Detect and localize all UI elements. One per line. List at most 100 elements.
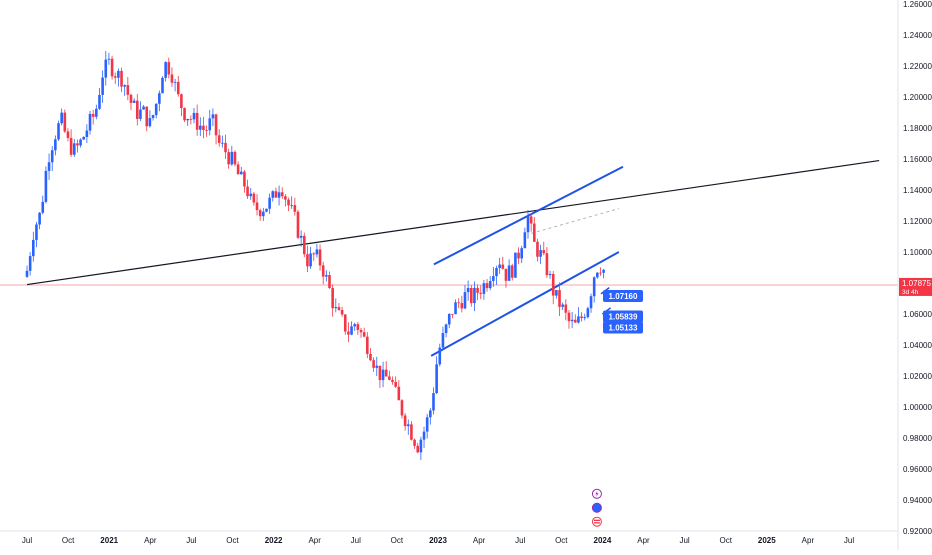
candle-body bbox=[98, 94, 101, 109]
candle bbox=[265, 208, 268, 213]
candle bbox=[592, 276, 596, 303]
y-tick-label: 1.22000 bbox=[903, 62, 932, 71]
candle bbox=[504, 268, 508, 288]
candle bbox=[555, 290, 558, 299]
candle bbox=[154, 103, 158, 119]
candle-body bbox=[35, 224, 38, 240]
candle-body bbox=[536, 241, 539, 257]
candle-body bbox=[38, 212, 41, 225]
candle-body bbox=[120, 70, 123, 87]
candle-body bbox=[135, 100, 139, 119]
candle bbox=[186, 118, 190, 126]
candle bbox=[406, 419, 410, 435]
candle-body bbox=[315, 249, 319, 255]
channel-lower-line bbox=[430, 251, 620, 357]
candle-body bbox=[60, 112, 63, 124]
flag-icon-stripe bbox=[593, 522, 600, 524]
flag-icon bbox=[591, 516, 602, 527]
candle-body bbox=[255, 202, 259, 211]
candle-body bbox=[340, 309, 344, 315]
candle-body bbox=[447, 313, 451, 325]
candle bbox=[463, 285, 467, 310]
candle bbox=[419, 436, 423, 460]
candle bbox=[28, 251, 32, 276]
candle-body bbox=[479, 292, 483, 294]
candle bbox=[262, 207, 265, 221]
x-tick-label: Jul bbox=[22, 536, 32, 545]
candle-body bbox=[47, 162, 51, 171]
level-badge-text: 1.05133 bbox=[609, 323, 638, 332]
candle-body bbox=[384, 369, 388, 377]
candle bbox=[63, 109, 67, 133]
candle bbox=[315, 243, 319, 258]
candle bbox=[95, 104, 98, 120]
candle bbox=[325, 270, 328, 282]
candle bbox=[573, 314, 577, 323]
candle-body bbox=[413, 439, 416, 446]
candle bbox=[120, 67, 123, 93]
candle bbox=[548, 270, 552, 279]
candle-body bbox=[523, 232, 527, 249]
candle-body bbox=[567, 312, 571, 322]
candle-body bbox=[397, 386, 401, 401]
y-tick-label: 1.12000 bbox=[903, 217, 932, 226]
candle-body bbox=[299, 235, 303, 238]
candle bbox=[101, 70, 104, 103]
candle-body bbox=[302, 235, 306, 255]
candle-body bbox=[72, 143, 76, 155]
candle bbox=[214, 113, 218, 145]
candle-body bbox=[104, 59, 108, 78]
candle bbox=[50, 146, 54, 172]
candle-body bbox=[337, 307, 341, 310]
candle-body bbox=[227, 152, 230, 165]
candle-body bbox=[498, 264, 501, 269]
candle-body bbox=[258, 210, 262, 217]
candle-body bbox=[167, 62, 171, 75]
candle bbox=[139, 101, 142, 122]
candle-body bbox=[252, 193, 256, 203]
candle-body bbox=[321, 265, 325, 277]
candle bbox=[435, 356, 438, 395]
candle bbox=[91, 109, 95, 125]
x-tick-label: Oct bbox=[226, 536, 239, 545]
candle bbox=[375, 356, 379, 376]
candle bbox=[60, 108, 63, 126]
candle bbox=[243, 169, 246, 193]
candle bbox=[447, 313, 451, 329]
x-tick-label: Oct bbox=[719, 536, 732, 545]
current-price-value: 1.07875 bbox=[902, 279, 931, 288]
candle bbox=[539, 244, 542, 264]
candle bbox=[76, 139, 79, 153]
candle bbox=[340, 306, 344, 317]
candle bbox=[328, 271, 331, 289]
candle-body bbox=[44, 170, 48, 202]
level-badge-bg bbox=[603, 310, 643, 323]
candle-body bbox=[495, 268, 498, 277]
candle bbox=[416, 442, 420, 454]
candle-body bbox=[161, 77, 164, 94]
candle bbox=[388, 370, 391, 381]
candle-body bbox=[224, 142, 227, 153]
candle bbox=[501, 256, 505, 270]
candle-body bbox=[555, 290, 558, 296]
candle-body bbox=[246, 186, 249, 197]
y-tick-label: 0.98000 bbox=[903, 434, 932, 443]
candle bbox=[589, 293, 593, 313]
candle-body bbox=[243, 171, 246, 187]
candle-body bbox=[145, 106, 149, 127]
candle-body bbox=[583, 317, 587, 319]
candle bbox=[44, 166, 48, 204]
candle-body bbox=[95, 108, 98, 117]
candle bbox=[583, 313, 587, 321]
x-tick-label: 2025 bbox=[758, 536, 776, 545]
candle-body bbox=[265, 208, 268, 212]
candle-body bbox=[262, 211, 265, 217]
x-tick-label: Apr bbox=[802, 536, 815, 545]
x-tick-label: Jul bbox=[186, 536, 196, 545]
x-tick-label: Apr bbox=[637, 536, 650, 545]
candle bbox=[517, 247, 520, 265]
candle-body bbox=[211, 114, 215, 119]
candle-body bbox=[296, 211, 300, 238]
